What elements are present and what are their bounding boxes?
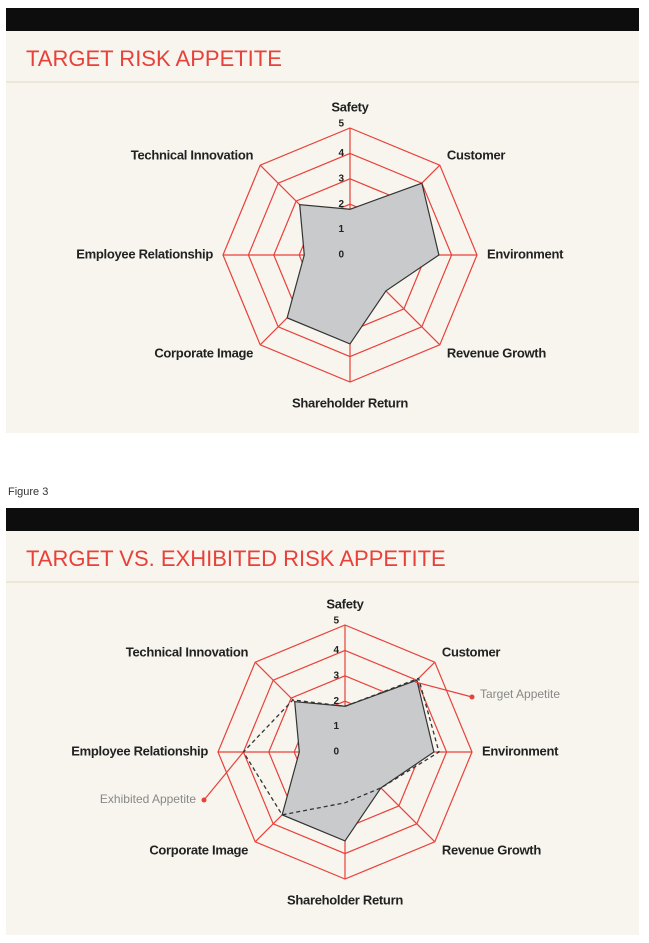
category-label: Customer bbox=[447, 148, 506, 163]
category-label: Shareholder Return bbox=[292, 395, 408, 410]
annotation-line bbox=[203, 751, 244, 801]
radar-area bbox=[281, 679, 435, 842]
r-tick-label: 3 bbox=[338, 173, 344, 184]
header-bar bbox=[6, 8, 639, 31]
category-label: Corporate Image bbox=[149, 842, 248, 857]
r-tick-label: 5 bbox=[338, 119, 344, 130]
category-label: Employee Relationship bbox=[71, 743, 208, 758]
annotation-dot bbox=[469, 694, 475, 700]
annotation-line bbox=[414, 681, 473, 698]
r-tick-label: 0 bbox=[338, 250, 344, 261]
chart-title: TARGET RISK APPETITE bbox=[26, 46, 282, 71]
category-label: Corporate Image bbox=[154, 345, 253, 360]
category-label: Technical Innovation bbox=[131, 148, 254, 163]
r-tick-label: 2 bbox=[333, 696, 339, 707]
category-label: Shareholder Return bbox=[287, 892, 403, 907]
category-label: Customer bbox=[442, 645, 501, 660]
category-label: Revenue Growth bbox=[442, 842, 541, 857]
r-tick-label: 0 bbox=[333, 747, 339, 758]
category-label: Environment bbox=[487, 246, 564, 261]
category-label: Environment bbox=[482, 743, 559, 758]
annotation: Target Appetite bbox=[480, 687, 560, 701]
r-tick-label: 3 bbox=[333, 670, 339, 681]
category-label: Technical Innovation bbox=[126, 645, 249, 660]
r-tick-label: 1 bbox=[333, 721, 339, 732]
radar-area bbox=[286, 182, 440, 345]
r-tick-label: 4 bbox=[338, 148, 344, 159]
category-label: Safety bbox=[331, 99, 369, 114]
annotation: Exhibited Appetite bbox=[100, 792, 196, 806]
chart-title: TARGET VS. EXHIBITED RISK APPETITE bbox=[26, 546, 446, 571]
category-label: Revenue Growth bbox=[447, 345, 546, 360]
category-label: Employee Relationship bbox=[76, 246, 213, 261]
header-bar bbox=[6, 508, 639, 531]
r-tick-label: 4 bbox=[333, 645, 339, 656]
category-label: Safety bbox=[326, 596, 364, 611]
radar-line bbox=[242, 677, 440, 816]
figure-label: Figure 3 bbox=[8, 486, 48, 498]
r-tick-label: 1 bbox=[338, 224, 344, 235]
r-tick-label: 2 bbox=[338, 199, 344, 210]
annotation-dot bbox=[201, 797, 207, 803]
r-tick-label: 5 bbox=[333, 616, 339, 627]
